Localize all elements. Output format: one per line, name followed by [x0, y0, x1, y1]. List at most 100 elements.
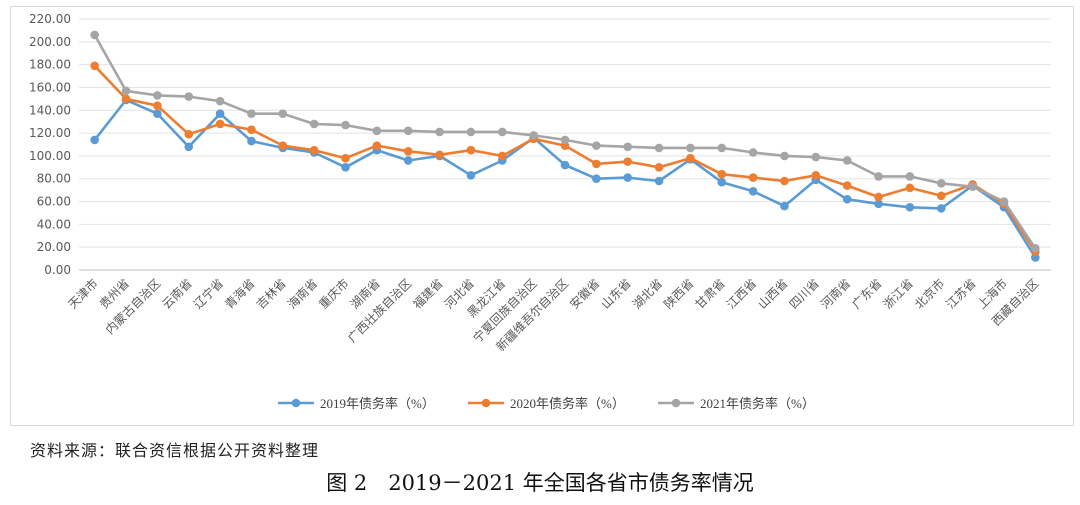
data-point: [654, 143, 664, 153]
x-tick-label: 天津市: [65, 276, 101, 312]
data-point: [717, 169, 727, 179]
series-2: [90, 61, 1040, 257]
series-layer: [90, 30, 1040, 262]
data-point: [936, 191, 946, 201]
x-tick-label: 甘肃省: [693, 276, 728, 311]
data-point: [560, 160, 570, 170]
data-point: [874, 199, 883, 209]
data-point: [121, 86, 131, 96]
data-point: [153, 101, 162, 111]
data-point: [153, 109, 162, 118]
data-point: [592, 174, 601, 184]
x-tick-label: 陕西省: [660, 276, 696, 312]
data-point: [560, 135, 570, 145]
x-tick-label: 北京市: [911, 276, 947, 312]
data-point: [215, 96, 225, 106]
data-point: [403, 156, 413, 165]
data-point: [780, 151, 789, 161]
data-point: [780, 176, 789, 186]
data-point: [936, 204, 946, 213]
data-point: [623, 142, 633, 152]
data-point: [341, 153, 350, 163]
data-point: [999, 197, 1009, 206]
data-point: [905, 172, 915, 181]
series-3: [90, 30, 1040, 253]
data-point: [90, 30, 99, 40]
data-point: [90, 135, 99, 145]
legend-item: 2020年债务率（%）: [468, 396, 625, 411]
data-point: [435, 150, 444, 160]
legend-label: 2021年债务率（%）: [700, 396, 815, 411]
data-point: [905, 183, 915, 193]
data-point: [372, 141, 382, 150]
data-point: [811, 152, 821, 162]
debt-ratio-line-chart: 0.00 20.00 40.00 60.00 80.00 100.00 120.00 140.…: [29, 12, 1051, 411]
data-point: [309, 145, 319, 155]
data-point: [184, 142, 194, 152]
y-tick-label: 60.00: [37, 195, 71, 209]
figure-caption: 图 2 2019－2021 年全国各省市债务率情况: [326, 471, 754, 495]
data-point: [372, 126, 382, 136]
data-point: [278, 141, 288, 150]
y-tick-label: 20.00: [37, 240, 71, 254]
data-point: [592, 159, 601, 169]
x-tick-label: 浙江省: [881, 276, 916, 311]
legend-marker: [481, 398, 491, 408]
data-point: [466, 171, 476, 180]
legend-item: 2021年债务率（%）: [658, 396, 815, 411]
data-point: [654, 176, 664, 186]
x-tick-label: 湖北省: [629, 276, 665, 312]
x-tick-label: 云南省: [159, 276, 195, 312]
legend-label: 2020年债务率（%）: [510, 396, 625, 411]
x-tick-label: 广东省: [849, 276, 884, 311]
data-point: [842, 194, 852, 204]
y-tick-label: 140.00: [29, 103, 71, 117]
data-point: [435, 127, 444, 137]
x-tick-label: 吉林省: [254, 276, 289, 311]
x-tick-label: 山东省: [598, 276, 633, 311]
data-point: [90, 61, 99, 71]
y-tick-label: 220.00: [29, 12, 71, 26]
data-point: [748, 173, 758, 182]
x-tick-label: 四川省: [787, 276, 822, 311]
data-point: [466, 145, 476, 155]
data-point: [623, 157, 633, 166]
data-point: [278, 109, 288, 118]
legend-marker: [671, 398, 681, 408]
grid-layer: [79, 18, 1051, 271]
x-tick-label: 河南省: [817, 276, 853, 312]
data-point: [1031, 244, 1040, 253]
data-point: [811, 171, 821, 180]
data-point: [153, 91, 162, 100]
data-point: [748, 148, 758, 157]
data-point: [247, 109, 256, 118]
data-point: [403, 126, 413, 136]
data-point: [529, 131, 538, 140]
chart-frame: 0.00 20.00 40.00 60.00 80.00 100.00 120.00 140.…: [10, 6, 1074, 426]
data-point: [403, 147, 413, 156]
data-point: [215, 119, 225, 129]
data-point: [184, 92, 194, 101]
data-point: [686, 143, 695, 153]
x-tick-label: 青海省: [221, 276, 257, 312]
data-point: [215, 109, 225, 118]
axis-layer: 0.00 20.00 40.00 60.00 80.00 100.00 120.00 140.…: [29, 12, 1041, 354]
data-point: [874, 172, 883, 181]
y-tick-label: 200.00: [29, 35, 71, 49]
x-tick-label: 安徽省: [566, 276, 602, 312]
data-point: [936, 178, 946, 188]
y-tick-label: 100.00: [29, 149, 71, 163]
y-tick-label: 120.00: [29, 126, 71, 140]
data-point: [497, 151, 507, 161]
data-point: [309, 119, 319, 129]
y-tick-label: 180.00: [29, 58, 71, 72]
source-note: 资料来源：联合资信根据公开资料整理: [30, 441, 320, 460]
data-point: [497, 127, 507, 137]
data-point: [466, 127, 476, 137]
y-tick-label: 40.00: [37, 217, 71, 231]
x-tick-label: 福建省: [410, 276, 446, 312]
x-tick-label: 辽宁省: [190, 276, 226, 312]
data-point: [623, 173, 633, 182]
data-point: [780, 201, 789, 211]
data-point: [874, 192, 883, 202]
